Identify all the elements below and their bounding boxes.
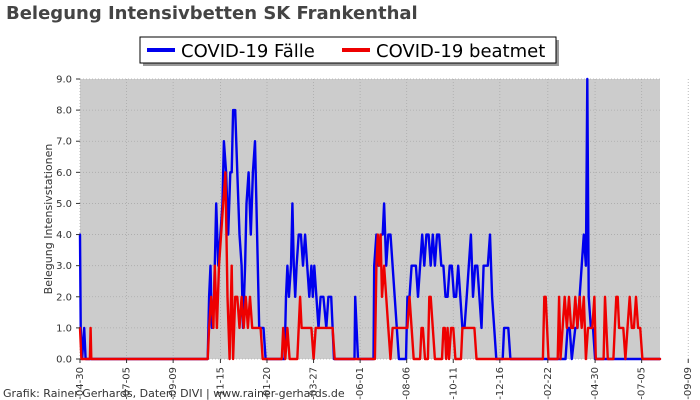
- x-tick-label: -12-16: [495, 367, 506, 400]
- series-line-beatmet: [78, 171, 662, 361]
- series-layer: [78, 77, 662, 361]
- x-tick-label: -11-15: [215, 367, 226, 400]
- y-tick-label: 7.0: [56, 137, 72, 148]
- x-tick-label: -09-09: [168, 367, 179, 400]
- x-tick-label: -06-01: [355, 367, 366, 400]
- y-tick-label: 4.0: [56, 230, 72, 241]
- legend-label-beatmet: COVID-19 beatmet: [376, 41, 545, 62]
- footer-credit: Grafik: Rainer Gerhards, Daten: DIVI | w…: [3, 387, 345, 400]
- y-tick-label: 1.0: [56, 323, 72, 334]
- y-axis-label: Belegung Intensivstationen: [42, 144, 55, 295]
- x-tick-label: -02-22: [543, 367, 554, 400]
- x-tick-label: -04-30: [590, 367, 601, 400]
- x-tick-label: -01-20: [262, 367, 273, 400]
- y-tick-label: 8.0: [56, 106, 72, 117]
- x-tick-label: -04-30: [75, 367, 86, 400]
- x-tick-label: -09-09: [683, 367, 694, 400]
- y-axis-ticks: 0.0 1.0 2.0 3.0 4.0 5.0 6.0 7.0 8.0 9.0: [56, 75, 80, 366]
- x-tick-label: -10-11: [448, 367, 459, 400]
- x-tick-label: -07-05: [122, 367, 133, 400]
- x-axis-ticks: -04-30 -07-05 -09-09 -11-15 -01-20 -03-27 -06-…: [75, 359, 694, 400]
- y-tick-label: 0.0: [56, 355, 72, 366]
- x-tick-label: -07-05: [637, 367, 648, 400]
- x-tick-label: -03-27: [309, 367, 320, 400]
- y-tick-label: 9.0: [56, 75, 72, 86]
- y-tick-label: 5.0: [56, 199, 72, 210]
- x-tick-label: -08-06: [402, 367, 413, 400]
- chart-title: Belegung Intensivbetten SK Frankenthal: [6, 3, 418, 24]
- y-tick-label: 3.0: [56, 261, 72, 272]
- chart-legend: COVID-19 Fälle COVID-19 beatmet: [139, 36, 559, 66]
- y-tick-label: 6.0: [56, 168, 72, 179]
- legend-label-faelle: COVID-19 Fälle: [181, 41, 315, 62]
- y-tick-label: 2.0: [56, 292, 72, 303]
